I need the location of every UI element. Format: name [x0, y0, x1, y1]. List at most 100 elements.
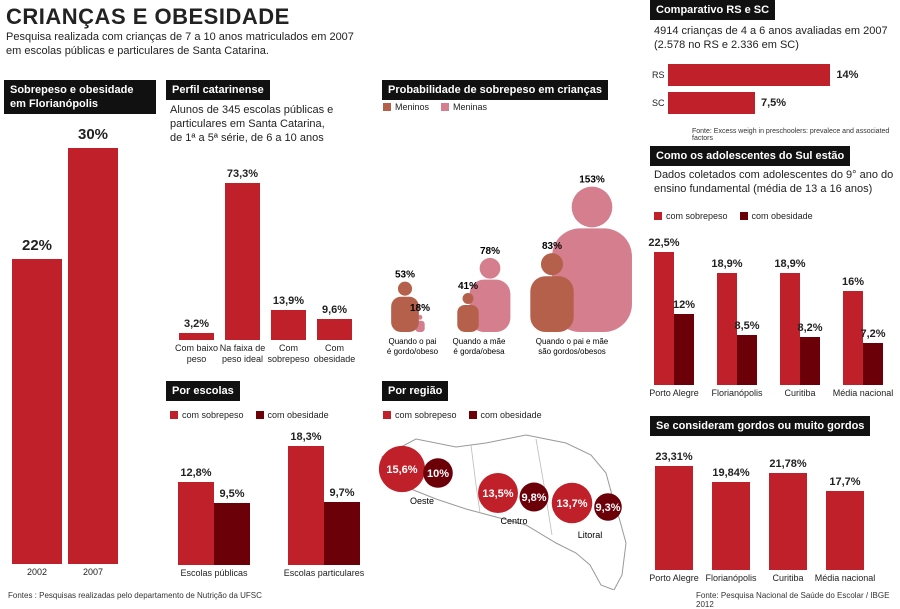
gordos-value-label: 17,7% [829, 476, 861, 489]
regiao-value-label: 15,6% [386, 464, 417, 476]
source-right: Fonte: Pesquisa Nacional de Saúde do Esc… [696, 591, 890, 609]
prob-category-label: Quando o pai [388, 337, 436, 346]
adol-value-label: 7,2% [860, 327, 886, 340]
prob-category-label: é gorda/obesa [453, 347, 505, 356]
regiao-bubble-obesidade [423, 458, 453, 488]
adol-bar-sobrepeso [843, 290, 863, 385]
rs-sc-value-label: 7,5% [761, 97, 787, 109]
adol-bar-sobrepeso [717, 273, 737, 385]
adol-value-label: 22,5% [648, 237, 680, 250]
adol-category-label: Média nacional [832, 388, 894, 398]
sobrepeso-swatch [654, 212, 662, 220]
gordos-value-label: 23,31% [655, 451, 693, 464]
boy-figure [530, 253, 574, 332]
meninas-legend: Meninas [453, 102, 488, 112]
meninas-value-label: 18% [410, 303, 430, 314]
escolas-category-label: Escolas particulares [283, 568, 365, 578]
gordos-bar [655, 466, 693, 570]
adol-value-label: 12% [672, 299, 696, 312]
boy-figure [457, 293, 479, 332]
perfil-value-label: 9,6% [321, 304, 348, 317]
regiao-bubble-sobrepeso [378, 445, 426, 493]
gordos-bar [826, 491, 864, 570]
gordos-category-label: Média nacional [814, 573, 876, 583]
regiao-value-label: 10% [427, 468, 449, 480]
adol-category-label: Florianópolis [711, 388, 763, 398]
adol-bar-sobrepeso [654, 252, 674, 385]
rs-sc-bar [668, 92, 755, 114]
map-division-line [470, 438, 553, 536]
escolas-value-label: 9,7% [329, 486, 355, 499]
floripa-value-label: 30% [77, 125, 109, 143]
meninas-value-label: 153% [579, 175, 605, 186]
perfil-category-label: Com sobrepeso [267, 343, 310, 364]
floripa-value-label: 22% [21, 236, 53, 254]
meninas-swatch [441, 103, 450, 111]
perfil-bar [271, 310, 306, 340]
prob-legend: Meninos Meninas [383, 102, 487, 112]
regiao-value-label: 9,3% [595, 502, 620, 514]
perfil-value-label: 73,3% [226, 168, 259, 181]
regiao-bubble-obesidade [594, 493, 622, 521]
meninos-value-label: 53% [395, 270, 415, 281]
adol-category-label: Porto Alegre [649, 388, 699, 398]
escolas-category-label: Escolas públicas [180, 568, 248, 578]
adol-legend: com sobrepeso com obesidade [654, 211, 813, 221]
obesidade-swatch [739, 212, 748, 220]
gordos-category-label: Porto Alegre [649, 573, 699, 583]
escolas-value-label: 18,3% [290, 431, 322, 444]
regiao-value-label: 9,8% [521, 492, 546, 504]
perfil-category-label: Na faixa de peso ideal [219, 343, 266, 364]
floripa-category-label: 2002 [26, 567, 48, 577]
regiao-header: Por região [382, 381, 449, 401]
girl-figure [469, 257, 511, 332]
perfil-bar [317, 319, 352, 340]
floripa-category-label: 2007 [82, 567, 104, 577]
adol-category-label: Curitiba [784, 388, 816, 398]
adol-bar-obesidade [863, 342, 883, 385]
adol-value-label: 8,5% [734, 319, 760, 332]
meninos-value-label: 83% [542, 241, 562, 252]
meninos-value-label: 41% [458, 281, 478, 292]
meninos-swatch [383, 103, 391, 111]
adol-desc: Dados coletados com adolescentes do 9° a… [654, 169, 894, 195]
escolas-value-label: 9,5% [219, 488, 245, 501]
page-title: CRIANÇAS E OBESIDADE [6, 4, 290, 29]
rs-sc-bar [668, 64, 831, 86]
gordos-value-label: 19,84% [712, 466, 750, 479]
regiao-map: 15,6% 10% Oeste 13,5% 9,8% Centro 13,7% 9,3% Lit… [378, 434, 627, 590]
prob-category-label: Quando a mãe [453, 337, 506, 346]
gordos-bar [769, 472, 807, 570]
escolas-bar-obesidade [324, 501, 360, 565]
rs-sc-category-label: RS [652, 70, 665, 80]
adol-value-label: 18,9% [711, 258, 743, 271]
rs-sc-desc: 4914 crianças de 4 a 6 anos avaliadas em… [654, 25, 888, 51]
adol-bar-obesidade [737, 334, 757, 385]
prob-category-label: Quando o pai e mãe [536, 337, 609, 346]
floripa-bar [12, 258, 62, 564]
escolas-bar-sobrepeso [288, 446, 324, 565]
escolas-value-label: 12,8% [180, 466, 212, 479]
regiao-category-label: Litoral [578, 530, 603, 540]
gordos-header: Se consideram gordos ou muito gordos [650, 416, 871, 436]
adol-value-label: 18,9% [774, 258, 806, 271]
perfil-desc: Alunos de 345 escolas públicas e particu… [170, 104, 334, 144]
perfil-bar [179, 333, 214, 340]
adol-value-label: 16% [841, 275, 865, 288]
regiao-bubble-sobrepeso [551, 482, 593, 524]
prob-category-label: são gordos/obesos [538, 347, 606, 356]
floripa-header: Sobrepeso e obesidade em Florianópolis [4, 80, 156, 114]
regiao-legend: com sobrepeso com obesidade [383, 410, 542, 420]
boy-figure [391, 281, 419, 332]
regiao-value-label: 13,7% [556, 498, 587, 510]
gordos-value-label: 21,78% [769, 457, 807, 470]
adol-bar-obesidade [674, 314, 694, 385]
gordos-category-label: Curitiba [772, 573, 804, 583]
gordos-category-label: Florianópolis [705, 573, 757, 583]
perfil-value-label: 13,9% [272, 295, 305, 308]
escolas-bar-sobrepeso [178, 481, 214, 565]
rs-sc-value-label: 14% [836, 69, 859, 81]
rs-sc-category-label: SC [652, 98, 665, 108]
perfil-category-label: Com baixo peso [174, 343, 219, 364]
